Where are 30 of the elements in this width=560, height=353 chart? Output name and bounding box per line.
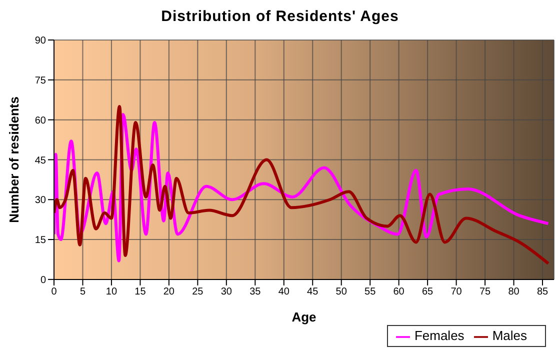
chart-title: Distribution of Residents' Ages <box>160 7 400 27</box>
x-tick-label: 30 <box>220 286 232 298</box>
x-axis-title: Age <box>292 309 316 324</box>
legend-label: Females <box>414 328 464 344</box>
y-tick-label: 60 <box>34 115 46 126</box>
x-tick-label: 60 <box>393 286 405 298</box>
legend-label: Males <box>492 328 527 344</box>
x-tick-label: 75 <box>479 286 492 298</box>
y-tick-label: 0 <box>40 274 46 286</box>
x-tick-label: 65 <box>422 286 434 298</box>
y-tick-label: 75 <box>34 75 46 86</box>
x-tick-label: 10 <box>106 286 118 298</box>
y-tick-label: 30 <box>34 195 46 206</box>
x-tick-label: 25 <box>192 286 204 298</box>
x-tick-label: 35 <box>250 286 262 298</box>
x-tick-label: 15 <box>134 286 146 298</box>
x-tick-label: 85 <box>536 286 549 298</box>
x-tick-label: 55 <box>364 286 376 298</box>
y-tick-label: 90 <box>34 36 46 47</box>
y-tick-label: 45 <box>34 155 46 166</box>
x-tick-label: 0 <box>51 286 58 298</box>
x-tick-label: 80 <box>508 286 520 298</box>
y-axis-title: Number of residents <box>6 96 22 223</box>
x-tick-label: 5 <box>80 286 86 298</box>
x-tick-label: 20 <box>163 286 175 298</box>
y-tick-label: 15 <box>34 235 46 246</box>
x-tick-label: 40 <box>278 286 290 298</box>
x-tick-label: 45 <box>307 286 319 298</box>
x-tick-label: 70 <box>450 286 462 298</box>
x-tick-label: 50 <box>336 286 348 298</box>
